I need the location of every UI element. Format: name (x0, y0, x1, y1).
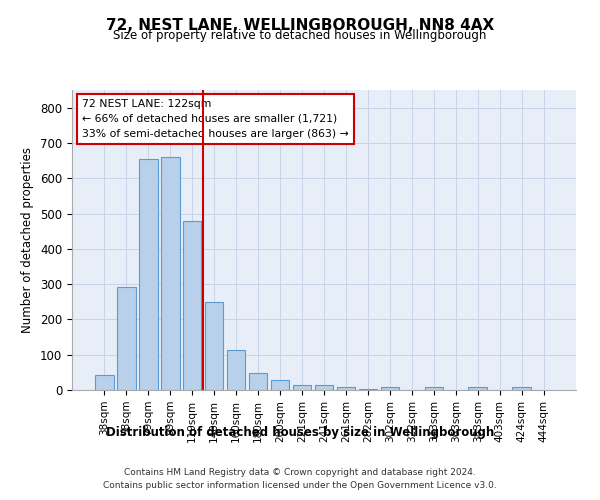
Text: Contains public sector information licensed under the Open Government Licence v3: Contains public sector information licen… (103, 480, 497, 490)
Bar (227, 350, 245, 390)
Bar (380, 387, 399, 390)
Y-axis label: Number of detached properties: Number of detached properties (22, 147, 34, 333)
Text: Contains HM Land Registry data © Crown copyright and database right 2024.: Contains HM Land Registry data © Crown c… (124, 468, 476, 477)
Bar (205, 302, 223, 390)
Text: Distribution of detached houses by size in Wellingborough: Distribution of detached houses by size … (106, 426, 494, 439)
Bar (183, 220, 202, 390)
Bar (425, 387, 443, 390)
Bar (139, 159, 158, 390)
Bar (271, 380, 289, 390)
Bar (512, 387, 531, 390)
Text: 72, NEST LANE, WELLINGBOROUGH, NN8 4AX: 72, NEST LANE, WELLINGBOROUGH, NN8 4AX (106, 18, 494, 32)
Text: 72 NEST LANE: 122sqm
← 66% of detached houses are smaller (1,721)
33% of semi-de: 72 NEST LANE: 122sqm ← 66% of detached h… (82, 99, 349, 138)
Text: Size of property relative to detached houses in Wellingborough: Size of property relative to detached ho… (113, 29, 487, 42)
Bar (469, 387, 487, 390)
Bar (161, 157, 179, 390)
Bar (337, 387, 355, 390)
Bar (293, 384, 311, 390)
Bar (314, 384, 334, 390)
Bar (117, 286, 136, 390)
Bar (95, 375, 113, 390)
Bar (249, 373, 268, 390)
